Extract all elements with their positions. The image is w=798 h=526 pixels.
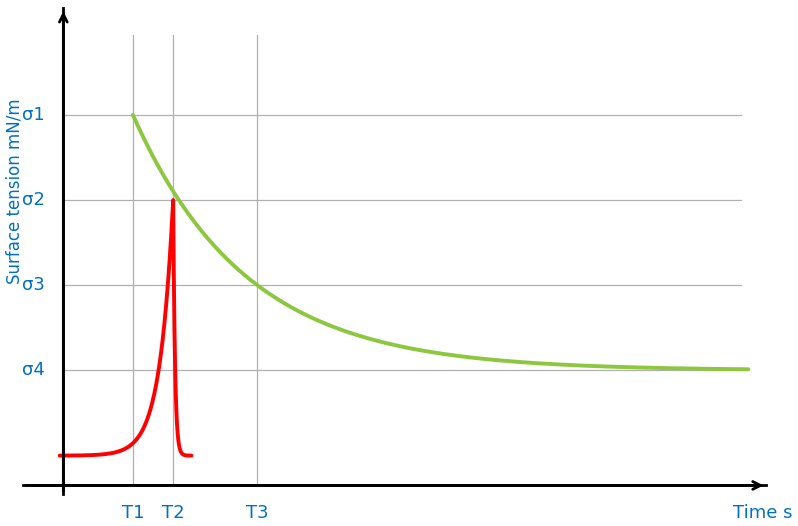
Text: Surface tension mN/m: Surface tension mN/m — [6, 99, 23, 285]
Text: Time s: Time s — [733, 504, 792, 522]
Text: σ2: σ2 — [22, 191, 45, 209]
Text: T1: T1 — [121, 504, 144, 522]
Text: σ1: σ1 — [22, 106, 45, 124]
Text: σ4: σ4 — [22, 361, 45, 379]
Text: T3: T3 — [246, 504, 269, 522]
Text: σ3: σ3 — [22, 276, 45, 294]
Text: T2: T2 — [162, 504, 184, 522]
